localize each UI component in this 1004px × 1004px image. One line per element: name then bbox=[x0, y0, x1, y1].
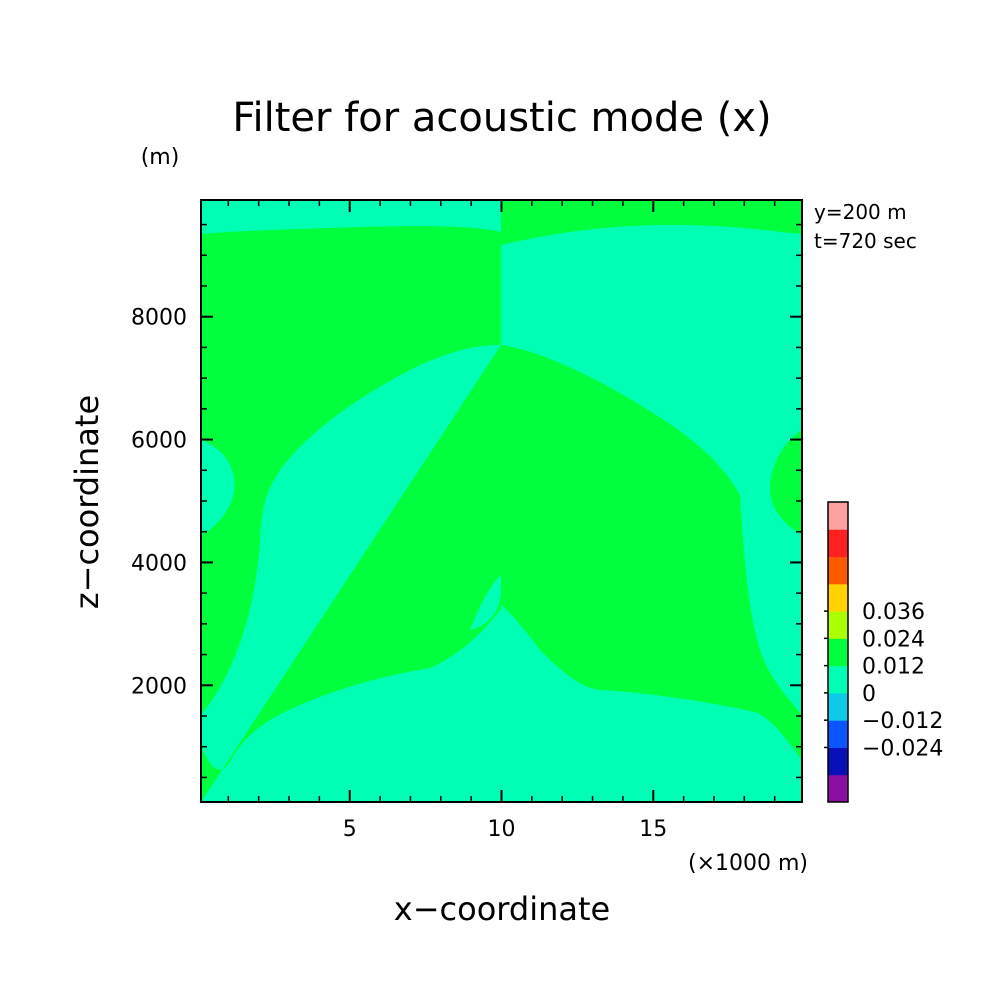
annotation-y-slice: y=200 m bbox=[814, 200, 907, 224]
colorbar-tick-label: −0.024 bbox=[862, 736, 943, 761]
colorbar-tick-label: 0.036 bbox=[862, 600, 925, 625]
y-unit-label: (m) bbox=[141, 145, 180, 170]
colorbar-swatch bbox=[828, 665, 848, 694]
positive-region-right bbox=[501, 200, 802, 760]
contour-field bbox=[201, 200, 802, 802]
x-axis-label: x−coordinate bbox=[394, 890, 610, 928]
colorbar-swatch bbox=[828, 747, 848, 776]
y-tick-label: 4000 bbox=[131, 551, 187, 576]
x-tick-labels: 5 10 15 bbox=[343, 817, 668, 842]
x-tick-label: 10 bbox=[488, 817, 516, 842]
colorbar-swatch bbox=[828, 556, 848, 585]
colorbar-tick-label: 0 bbox=[862, 682, 876, 707]
y-axis-label: z−coordinate bbox=[68, 395, 106, 609]
colorbar-swatch bbox=[828, 720, 848, 748]
colorbar-swatch bbox=[828, 529, 848, 558]
x-tick-label: 5 bbox=[343, 817, 357, 842]
y-tick-label: 2000 bbox=[131, 674, 187, 699]
negative-island-center bbox=[470, 575, 501, 630]
y-tick-label: 8000 bbox=[131, 306, 187, 331]
colorbar-swatch bbox=[828, 583, 848, 612]
positive-region-left bbox=[201, 226, 501, 802]
y-ticks bbox=[201, 223, 802, 779]
colorbar-tick-label: −0.012 bbox=[862, 709, 943, 734]
y-tick-label: 6000 bbox=[131, 429, 187, 454]
y-tick-labels: 2000 4000 6000 8000 bbox=[131, 306, 187, 700]
colorbar-frame bbox=[827, 501, 849, 803]
positive-island-center bbox=[488, 499, 507, 571]
colorbar-tick-label: 0.012 bbox=[862, 655, 925, 680]
chart-title: Filter for acoustic mode (x) bbox=[232, 95, 771, 141]
colorbar-tick-label: 0.024 bbox=[862, 627, 925, 652]
colorbar-swatch bbox=[828, 638, 848, 667]
x-unit-label: (×1000 m) bbox=[688, 851, 808, 876]
colorbar-swatch bbox=[828, 692, 848, 721]
x-tick-label: 15 bbox=[639, 817, 667, 842]
annotation-time: t=720 sec bbox=[814, 229, 917, 253]
colorbar-swatch bbox=[828, 502, 848, 530]
colorbar-swatch bbox=[828, 774, 848, 803]
colorbar-swatch bbox=[828, 611, 848, 639]
x-ticks bbox=[227, 200, 776, 802]
